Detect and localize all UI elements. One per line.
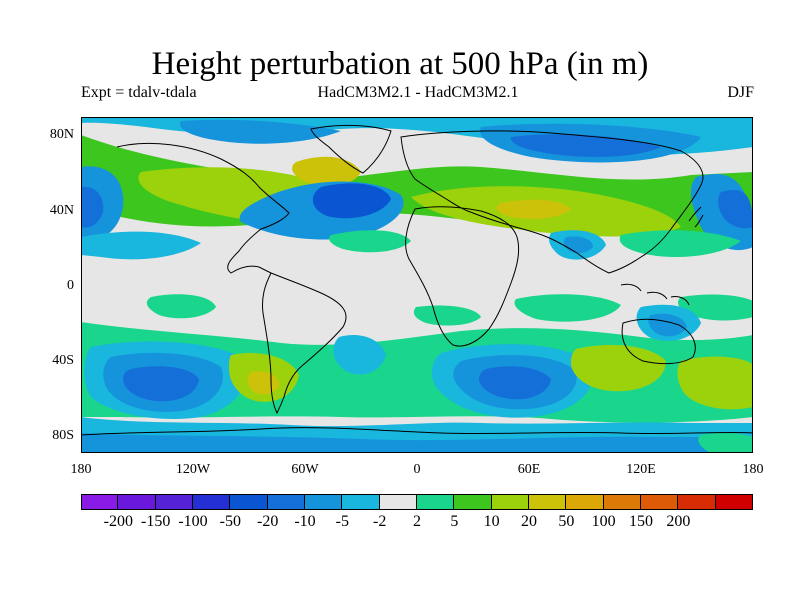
subtropical-positive-atlantic — [329, 230, 411, 253]
colorbar-swatch — [641, 494, 679, 510]
colorbar-label: 10 — [483, 513, 500, 530]
colorbar-swatch — [715, 494, 753, 510]
experiment-label: Expt = tdalv-tdala — [81, 84, 197, 101]
map-panel — [81, 117, 753, 453]
north-america-coast — [116, 142, 290, 274]
colorbar-label: -200 — [103, 513, 133, 530]
colorbar-label: -10 — [294, 513, 316, 530]
model-comparison-label: HadCM3M2.1 - HadCM3M2.1 — [317, 84, 519, 101]
colorbar-swatch — [81, 494, 119, 510]
north-atlantic-negative-core — [312, 183, 391, 219]
colorbar-swatch — [491, 494, 529, 510]
sh-positive-east-pacific — [677, 356, 753, 410]
colorbar-label: -150 — [140, 513, 171, 530]
lat-label-80s: 80S — [52, 428, 74, 443]
tropical-positive-indian — [514, 294, 621, 322]
greenland-coast — [310, 124, 392, 174]
colorbar-swatch — [678, 494, 716, 510]
indonesia-coast — [620, 283, 690, 306]
lon-label-180e: 180 — [742, 462, 764, 477]
colorbar-swatch — [342, 494, 380, 510]
sh-negative-indian-core — [479, 366, 551, 400]
south-america-coast — [262, 272, 347, 415]
lon-label-120w: 120W — [175, 462, 211, 477]
lon-label-60e: 60E — [517, 462, 541, 477]
lon-label-180w: 180 — [70, 462, 92, 477]
north-atlantic-positive-core — [292, 156, 361, 186]
colorbar-swatch — [454, 494, 492, 510]
colorbar-swatch — [566, 494, 604, 510]
chart-title: Height perturbation at 500 hPa (in m) — [151, 46, 649, 82]
africa-coast — [405, 206, 520, 347]
tropical-positive-west-pacific — [678, 294, 753, 321]
australia-coast — [621, 318, 696, 365]
colorbar-swatch — [379, 494, 417, 510]
subtropical-negative-west — [81, 231, 201, 260]
colorbar-label: 20 — [521, 513, 537, 530]
lat-label-eq: 0 — [67, 278, 74, 293]
coastlines — [81, 124, 753, 436]
sh-negative-south-atlantic — [333, 335, 386, 375]
colorbar-swatch — [603, 494, 641, 510]
colorbar-label: -50 — [219, 513, 241, 530]
tropical-positive-pacific — [146, 294, 216, 319]
north-pacific-negative-east-core — [718, 190, 753, 229]
colorbar-label: -20 — [256, 513, 279, 530]
lon-label-0: 0 — [413, 462, 421, 477]
arctic-negative-core — [180, 119, 341, 144]
sh-positive-australia — [571, 345, 666, 392]
antarctic-positive-east — [698, 432, 753, 453]
colorbar-label: -5 — [335, 513, 349, 530]
lat-label-40n: 40N — [49, 203, 74, 218]
colorbar-swatch — [118, 494, 156, 510]
colorbar-label: 150 — [629, 513, 653, 530]
season-label: DJF — [727, 84, 754, 101]
colorbar-swatch — [529, 494, 567, 510]
map-frame — [81, 117, 753, 453]
antarctic-negative-mid — [81, 433, 753, 453]
antarctica-coast — [81, 427, 753, 436]
map-svg — [81, 117, 753, 453]
lat-label-80n: 80N — [49, 127, 74, 142]
colorbar-swatch — [155, 494, 193, 510]
lat-label-40s: 40S — [52, 353, 74, 368]
colorbar-label: 2 — [413, 513, 421, 530]
colorbar-label: 5 — [450, 513, 459, 530]
north-pacific-negative-west-core — [81, 186, 104, 228]
japan-coast — [688, 206, 704, 228]
colorbar-label: -100 — [178, 513, 208, 530]
lon-label-60w: 60W — [291, 462, 319, 477]
colorbar-swatch — [193, 494, 231, 510]
colorbar-label: 200 — [666, 513, 691, 530]
colorbar-label: 50 — [558, 513, 575, 530]
colorbar-swatch — [305, 494, 343, 510]
sh-negative-australia-core — [648, 313, 687, 337]
colorbar-label: -2 — [372, 513, 387, 530]
eurasia-coast — [400, 130, 704, 274]
sh-negative-pacific-core — [123, 366, 199, 402]
colorbar — [81, 494, 753, 511]
colorbar-swatch — [267, 494, 305, 510]
lon-label-120e: 120E — [626, 462, 656, 477]
colorbar-swatch — [230, 494, 268, 510]
colorbar-label: 100 — [591, 513, 616, 530]
eurasia-positive-core — [496, 199, 571, 219]
colorbar-swatch — [417, 494, 455, 510]
tropical-positive-atlantic — [413, 305, 481, 326]
